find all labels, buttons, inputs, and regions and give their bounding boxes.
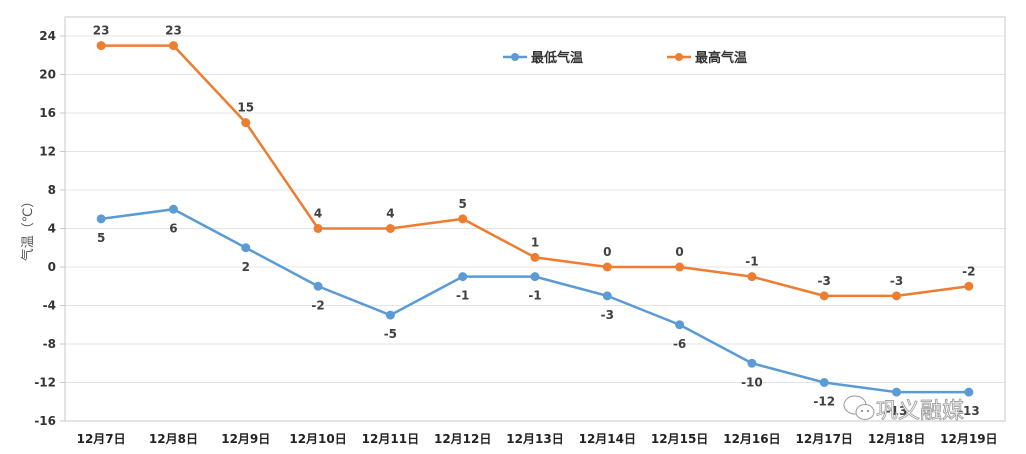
y-tick-label: 8 [48, 183, 56, 197]
y-tick-label: -4 [43, 299, 56, 313]
data-label: 6 [169, 221, 177, 235]
data-point [675, 320, 685, 330]
x-tick-label: 12月18日 [868, 432, 925, 446]
data-label: -12 [813, 395, 835, 409]
x-tick-label: 12月17日 [796, 432, 853, 446]
y-tick-label: -16 [34, 414, 56, 428]
data-point [168, 41, 178, 51]
legend-item-high: 最高气温 [667, 50, 747, 66]
data-point [819, 378, 829, 387]
watermark-text: 巩义融媒 [876, 399, 964, 424]
data-point [168, 204, 178, 214]
data-label: -2 [311, 298, 324, 312]
data-point [313, 281, 323, 291]
data-label: 1 [531, 235, 539, 249]
y-tick-label: 24 [39, 29, 56, 43]
data-point [385, 310, 395, 320]
plot-area-border [64, 16, 1006, 422]
x-tick-label: 12月8日 [149, 432, 198, 446]
x-tick-label: 12月9日 [221, 432, 270, 446]
data-point [964, 387, 974, 397]
data-label: -6 [673, 337, 686, 351]
data-point [96, 41, 106, 51]
data-point [675, 262, 685, 272]
legend: 最低气温 最高气温 [503, 50, 747, 66]
x-axis-ticks: 12月7日 12月8日 12月9日 12月10日 12月11日 12月12日 12月13日 1… [77, 432, 998, 446]
x-tick-label: 12月13日 [506, 432, 563, 446]
data-label: -1 [528, 289, 541, 303]
wechat-icon [843, 395, 875, 420]
data-point [385, 224, 395, 233]
x-tick-label: 12月14日 [579, 432, 636, 446]
data-point [241, 243, 251, 253]
x-tick-label: 12月12日 [434, 432, 491, 446]
data-label: -3 [601, 308, 614, 322]
data-point [747, 272, 757, 282]
data-point [458, 272, 468, 282]
data-label: -10 [741, 375, 763, 389]
data-point [602, 291, 612, 301]
data-point [747, 358, 757, 368]
y-axis-ticks: 24 20 16 12 8 4 0 -4 -8 -12 -16 [34, 29, 65, 428]
y-tick-label: -8 [43, 337, 56, 351]
x-tick-label: 12月10日 [289, 432, 346, 446]
x-tick-label: 12月11日 [362, 432, 419, 446]
data-label: 4 [314, 207, 322, 221]
legend-label: 最高气温 [695, 50, 747, 66]
data-point [530, 272, 540, 282]
y-tick-label: 16 [39, 106, 56, 120]
watermark: 巩义融媒 [843, 395, 964, 424]
y-tick-label: 4 [48, 222, 56, 236]
data-point [964, 281, 974, 291]
data-point [892, 387, 902, 397]
data-point [602, 262, 612, 272]
x-tick-label: 12月7日 [77, 432, 126, 446]
data-label: -5 [384, 327, 397, 341]
data-label: 0 [675, 245, 683, 259]
data-point [530, 252, 540, 262]
data-point [241, 118, 251, 128]
series-low: 562-2-5-1 -1-3-6-10-12-13 -13 [96, 204, 980, 418]
data-label: 23 [93, 24, 110, 38]
data-label: -13 [958, 404, 980, 418]
y-tick-label: 12 [39, 145, 56, 159]
gridlines [65, 35, 1005, 422]
legend-item-low: 最低气温 [503, 50, 583, 66]
data-label: 5 [97, 231, 105, 245]
data-point [819, 291, 829, 301]
x-tick-label: 12月19日 [940, 432, 997, 446]
y-tick-label: -12 [34, 376, 56, 390]
legend-label: 最低气温 [531, 50, 583, 66]
legend-marker-icon [675, 53, 683, 61]
x-tick-label: 12月15日 [651, 432, 708, 446]
data-label: 2 [242, 260, 250, 274]
y-tick-label: 20 [39, 68, 56, 82]
data-point [892, 291, 902, 301]
data-label: 4 [386, 207, 394, 221]
data-label: 15 [237, 101, 254, 115]
data-label: -3 [890, 274, 903, 288]
x-tick-label: 12月16日 [723, 432, 780, 446]
data-label: -2 [962, 264, 975, 278]
y-tick-label: 0 [48, 260, 56, 274]
data-label: -13 [886, 404, 908, 418]
y-axis-label: 气温（℃） [20, 195, 36, 262]
series-lines: 5 6 2 -2 -5 -1 -1 -3 -6 -10 -12 -13 -13 23 23 15 4 4 5 1 0 0 -… [93, 24, 980, 419]
data-point [313, 224, 323, 233]
data-label: -3 [818, 274, 831, 288]
data-label: 5 [459, 197, 467, 211]
legend-marker-icon [511, 53, 519, 61]
data-label: -1 [745, 255, 758, 269]
data-label: 0 [603, 245, 611, 259]
data-point [458, 214, 468, 224]
data-label: -1 [456, 289, 469, 303]
data-point [96, 214, 106, 224]
data-label: 23 [165, 24, 182, 38]
series-high: 23 23 15 4 4 5 1 0 0 -1 -3 -3 -2 [93, 24, 976, 301]
